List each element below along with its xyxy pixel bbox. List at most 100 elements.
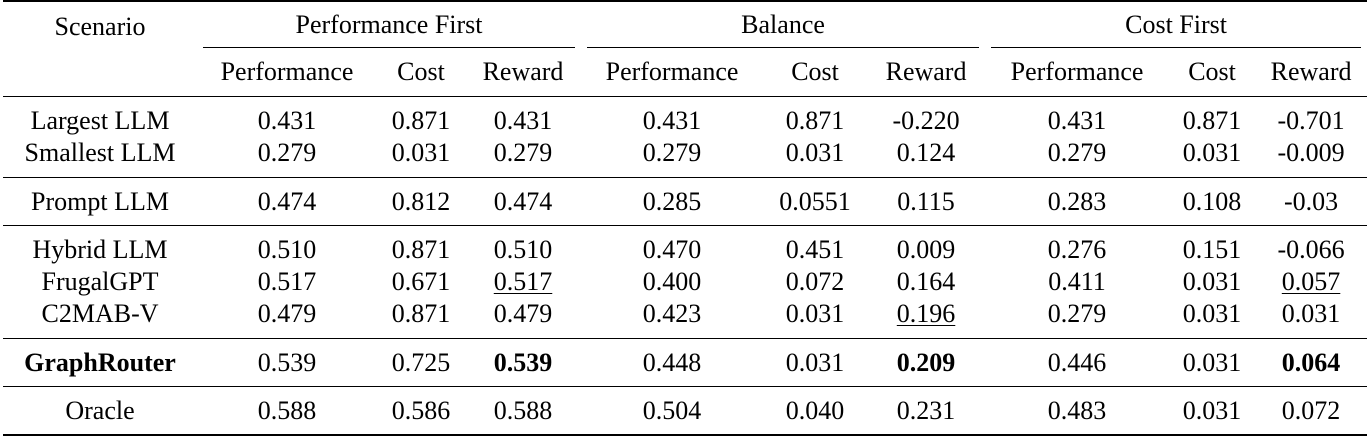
- table-row: Hybrid LLM 0.510 0.871 0.510 0.470 0.451…: [3, 225, 1368, 267]
- best-value: 0.539: [493, 348, 553, 377]
- cell: 0.474: [493, 187, 553, 216]
- results-table: Scenario Performance First Balance Cost …: [3, 0, 1368, 436]
- cell: 0.539: [257, 348, 317, 377]
- cell: 0.871: [391, 106, 451, 135]
- cell: 0.164: [896, 267, 956, 296]
- subheader-performance: Performance: [605, 57, 739, 86]
- subcolumn-header-row: Performance Cost Reward Performance Cost…: [3, 48, 1367, 97]
- subheader-performance: Performance: [220, 57, 354, 86]
- cell: 0.431: [493, 106, 553, 135]
- cell: 0.057: [1255, 266, 1367, 298]
- cell: -0.220: [892, 106, 960, 135]
- cell: 0.031: [1182, 396, 1242, 425]
- cell: 0.009: [896, 235, 956, 264]
- cell: 0.031: [1182, 299, 1242, 328]
- cell: 0.411: [1048, 267, 1106, 296]
- group-header-row: Scenario Performance First Balance Cost …: [3, 0, 1368, 97]
- cell: 0.431: [1047, 106, 1107, 135]
- cell: -0.066: [1277, 235, 1345, 264]
- cell: -0.03: [1283, 187, 1339, 216]
- cell: 0.031: [1182, 138, 1242, 167]
- cell: 0.108: [1182, 187, 1242, 216]
- best-value: 0.064: [1281, 348, 1341, 377]
- group-header-cost-first: Cost First: [985, 0, 1368, 49]
- cell: 0.283: [1047, 187, 1107, 216]
- row-label: Hybrid LLM: [32, 235, 168, 264]
- group-header-performance-first: Performance First: [197, 0, 582, 49]
- cell: 0.483: [1047, 396, 1107, 425]
- cell: 0.031: [785, 138, 845, 167]
- cell: 0.431: [257, 106, 317, 135]
- cell: 0.031: [785, 299, 845, 328]
- subheader-performance: Performance: [1010, 57, 1144, 86]
- row-label: Largest LLM: [30, 106, 170, 135]
- cell: 0.279: [493, 138, 553, 167]
- cell: 0.279: [1047, 299, 1107, 328]
- cell: 0.725: [391, 348, 451, 377]
- table-row: Oracle 0.588 0.586 0.588 0.504 0.040 0.2…: [3, 386, 1368, 435]
- cell: 0.115: [897, 187, 955, 216]
- row-label: FrugalGPT: [41, 267, 159, 296]
- group-header-balance: Balance: [581, 0, 986, 49]
- table-row: Largest LLM 0.431 0.871 0.431 0.431 0.87…: [3, 96, 1368, 138]
- cell: 0.671: [391, 267, 451, 296]
- subheader-cost: Cost: [1188, 57, 1236, 86]
- cell: 0.072: [1281, 396, 1341, 425]
- cell: 0.031: [1182, 267, 1242, 296]
- table-row: Prompt LLM 0.474 0.812 0.474 0.285 0.055…: [3, 177, 1368, 226]
- cell: 0.423: [642, 299, 702, 328]
- cell: 0.448: [642, 348, 702, 377]
- table-row: Smallest LLM 0.279 0.031 0.279 0.279 0.0…: [3, 137, 1367, 178]
- cell: 0.031: [1281, 299, 1341, 328]
- cell: 0.431: [642, 106, 702, 135]
- cell: 0.072: [785, 267, 845, 296]
- cell: 0.279: [1047, 138, 1107, 167]
- cell: 0.276: [1047, 235, 1107, 264]
- cell: -0.701: [1277, 106, 1345, 135]
- cell: 0.031: [785, 348, 845, 377]
- cell: 0.588: [493, 396, 553, 425]
- cell: 0.040: [785, 396, 845, 425]
- cell: 0.871: [1182, 106, 1242, 135]
- second-best-value: 0.057: [1281, 267, 1341, 296]
- cell: 0.279: [257, 138, 317, 167]
- cell: 0.812: [391, 187, 451, 216]
- cell: 0.517: [465, 266, 581, 298]
- table-row: GraphRouter 0.539 0.725 0.539 0.448 0.03…: [3, 338, 1368, 387]
- subheader-reward: Reward: [1270, 57, 1352, 86]
- scenario-header: Scenario: [3, 0, 197, 97]
- cell: 0.400: [642, 267, 702, 296]
- cell: 0.586: [391, 396, 451, 425]
- cell: 0.151: [1182, 235, 1242, 264]
- cell: 0.279: [642, 138, 702, 167]
- cell: 0.517: [257, 267, 317, 296]
- cell: 0.871: [391, 299, 451, 328]
- cell: 0.451: [785, 235, 845, 264]
- cell: 0.504: [642, 396, 702, 425]
- cell: 0.470: [642, 235, 702, 264]
- row-label: Prompt LLM: [31, 187, 169, 216]
- cell: 0.446: [1047, 348, 1107, 377]
- subheader-reward: Reward: [482, 57, 564, 86]
- cell: 0.588: [257, 396, 317, 425]
- second-best-value: 0.196: [896, 299, 956, 328]
- cell: 0.871: [391, 235, 451, 264]
- cell: 0.479: [257, 299, 317, 328]
- second-best-value: 0.517: [493, 267, 553, 296]
- cell: 0.285: [642, 187, 702, 216]
- cell: 0.124: [896, 138, 956, 167]
- cell: 0.0551: [779, 187, 851, 216]
- subheader-cost: Cost: [791, 57, 839, 86]
- row-label: C2MAB-V: [41, 299, 159, 328]
- cell: 0.510: [493, 235, 553, 264]
- row-label: Smallest LLM: [24, 138, 176, 167]
- row-label: Oracle: [65, 396, 135, 425]
- cell: 0.231: [896, 396, 956, 425]
- subheader-cost: Cost: [397, 57, 445, 86]
- row-label: GraphRouter: [24, 348, 176, 377]
- cell: 0.510: [257, 235, 317, 264]
- subheader-reward: Reward: [885, 57, 967, 86]
- cell: 0.031: [391, 138, 451, 167]
- cell: 0.196: [867, 298, 985, 339]
